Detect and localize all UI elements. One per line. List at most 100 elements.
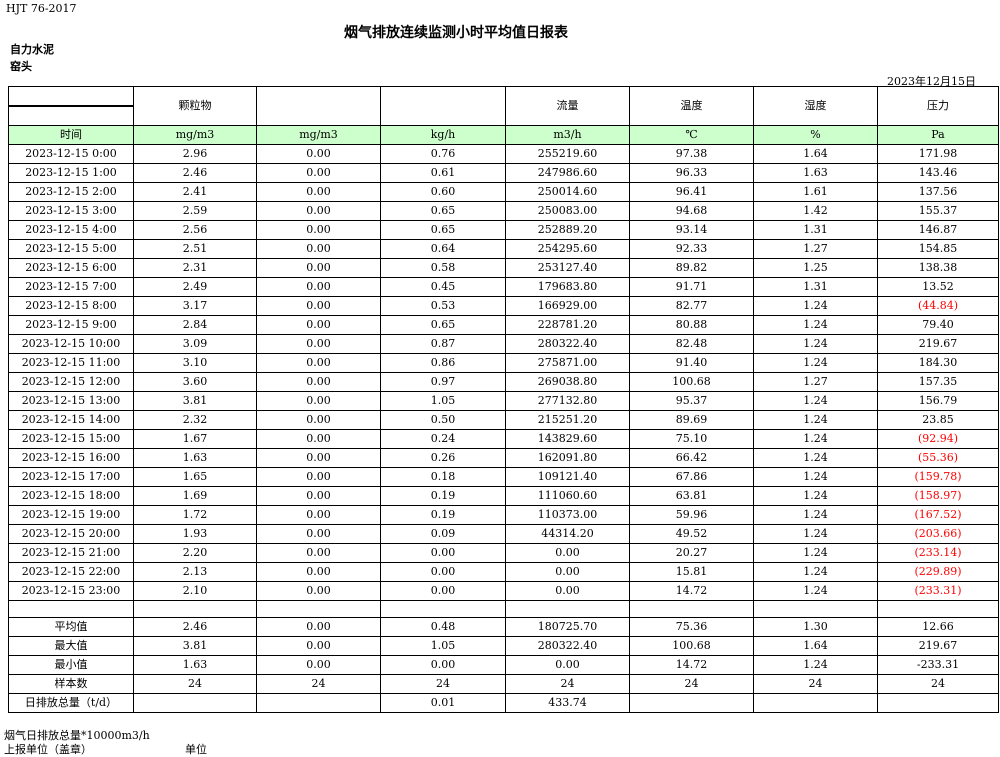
time-cell: 2023-12-15 21:00 <box>8 543 134 563</box>
value-cell: 0.19 <box>380 486 506 506</box>
unit-cell: ℃ <box>629 125 754 145</box>
value-cell: 2.13 <box>133 562 257 582</box>
value-cell: 49.52 <box>629 524 754 544</box>
value-cell: 0.00 <box>256 182 381 202</box>
value-cell: 44314.20 <box>505 524 630 544</box>
stat-value <box>877 693 999 713</box>
value-cell: 75.10 <box>629 429 754 449</box>
stat-label: 平均值 <box>8 617 134 637</box>
value-cell: (44.84) <box>877 296 999 316</box>
stat-value: -233.31 <box>877 655 999 675</box>
value-cell: 1.31 <box>753 220 878 240</box>
table-row: 2023-12-15 1:00 2.46 0.00 0.61 247986.60 96.3… <box>8 163 999 183</box>
value-cell: 0.00 <box>256 581 381 601</box>
value-cell: 2.84 <box>133 315 257 335</box>
value-cell: 1.63 <box>133 448 257 468</box>
value-cell: 162091.80 <box>505 448 630 468</box>
column-header: 颗粒物 <box>133 86 257 126</box>
stat-value <box>753 693 878 713</box>
value-cell: 3.09 <box>133 334 257 354</box>
value-cell: 1.67 <box>133 429 257 449</box>
time-cell: 2023-12-15 4:00 <box>8 220 134 240</box>
value-cell: 110373.00 <box>505 505 630 525</box>
value-cell: 0.26 <box>380 448 506 468</box>
table-row: 2023-12-15 5:00 2.51 0.00 0.64 254295.60 92.3… <box>8 239 999 259</box>
value-cell: 275871.00 <box>505 353 630 373</box>
value-cell: 15.81 <box>629 562 754 582</box>
value-cell: 0.00 <box>256 524 381 544</box>
value-cell: 255219.60 <box>505 144 630 164</box>
value-cell: 1.24 <box>753 581 878 601</box>
value-cell: 219.67 <box>877 334 999 354</box>
table-row: 2023-12-15 16:00 1.63 0.00 0.26 162091.80 66.… <box>8 448 999 468</box>
value-cell: 0.00 <box>256 410 381 430</box>
value-cell: 1.27 <box>753 372 878 392</box>
table-row: 2023-12-15 10:00 3.09 0.00 0.87 280322.40 82.… <box>8 334 999 354</box>
stat-value: 24 <box>256 674 381 694</box>
value-cell: 80.88 <box>629 315 754 335</box>
value-cell: 1.64 <box>753 144 878 164</box>
table-row: 2023-12-15 9:00 2.84 0.00 0.65 228781.20 80.8… <box>8 315 999 335</box>
stats-row: 平均值 2.46 0.00 0.48 180725.70 75.36 1.30 12.66 <box>8 617 999 637</box>
time-cell: 2023-12-15 8:00 <box>8 296 134 316</box>
value-cell: 0.76 <box>380 144 506 164</box>
value-cell: 0.45 <box>380 277 506 297</box>
value-cell: 0.19 <box>380 505 506 525</box>
report-date: 2023年12月15日 <box>887 75 976 88</box>
unit-cell: mg/m3 <box>133 125 257 145</box>
stat-value: 0.00 <box>256 655 381 675</box>
column-header: 流量 <box>505 86 630 126</box>
stat-value: 0.00 <box>380 655 506 675</box>
value-cell: 23.85 <box>877 410 999 430</box>
value-cell: 0.65 <box>380 201 506 221</box>
stat-value: 2.46 <box>133 617 257 637</box>
value-cell: 63.81 <box>629 486 754 506</box>
value-cell: 67.86 <box>629 467 754 487</box>
value-cell: 0.00 <box>256 448 381 468</box>
value-cell: 156.79 <box>877 391 999 411</box>
value-cell: 89.82 <box>629 258 754 278</box>
stat-value: 219.67 <box>877 636 999 656</box>
value-cell: 1.24 <box>753 486 878 506</box>
blank-cell <box>133 600 257 618</box>
value-cell: 1.72 <box>133 505 257 525</box>
stat-value: 0.00 <box>505 655 630 675</box>
value-cell: 0.00 <box>256 391 381 411</box>
value-cell: 59.96 <box>629 505 754 525</box>
table-row: 2023-12-15 13:00 3.81 0.00 1.05 277132.80 95.… <box>8 391 999 411</box>
stat-value: 24 <box>380 674 506 694</box>
value-cell: 1.05 <box>380 391 506 411</box>
time-cell: 2023-12-15 3:00 <box>8 201 134 221</box>
time-cell: 2023-12-15 7:00 <box>8 277 134 297</box>
value-cell: 0.00 <box>505 581 630 601</box>
value-cell: 111060.60 <box>505 486 630 506</box>
unit-cell: m3/h <box>505 125 630 145</box>
value-cell: 97.38 <box>629 144 754 164</box>
company-name: 自力水泥 <box>10 43 54 56</box>
time-cell: 2023-12-15 20:00 <box>8 524 134 544</box>
unit-row: 时间 mg/m3 mg/m3 kg/h m3/h ℃% Pa <box>8 125 999 145</box>
value-cell: (159.78) <box>877 467 999 487</box>
stat-value: 280322.40 <box>505 636 630 656</box>
value-cell: 1.24 <box>753 467 878 487</box>
value-cell: 91.40 <box>629 353 754 373</box>
value-cell: 228781.20 <box>505 315 630 335</box>
value-cell: 0.00 <box>505 543 630 563</box>
value-cell: 184.30 <box>877 353 999 373</box>
value-cell: 2.41 <box>133 182 257 202</box>
table-row: 2023-12-15 14:00 2.32 0.00 0.50 215251.20 89.… <box>8 410 999 430</box>
value-cell: 1.24 <box>753 315 878 335</box>
value-cell: 155.37 <box>877 201 999 221</box>
stat-value: 14.72 <box>629 655 754 675</box>
time-cell: 2023-12-15 9:00 <box>8 315 134 335</box>
stat-value: 0.00 <box>256 636 381 656</box>
value-cell: 100.68 <box>629 372 754 392</box>
value-cell: 0.00 <box>256 315 381 335</box>
stats-row: 样本数 24 24 24 24 24 24 24 <box>8 674 999 694</box>
value-cell: 89.69 <box>629 410 754 430</box>
stat-value: 0.00 <box>256 617 381 637</box>
standard-code: HJT 76-2017 <box>6 2 77 15</box>
value-cell: 3.17 <box>133 296 257 316</box>
value-cell: 2.51 <box>133 239 257 259</box>
value-cell: 79.40 <box>877 315 999 335</box>
